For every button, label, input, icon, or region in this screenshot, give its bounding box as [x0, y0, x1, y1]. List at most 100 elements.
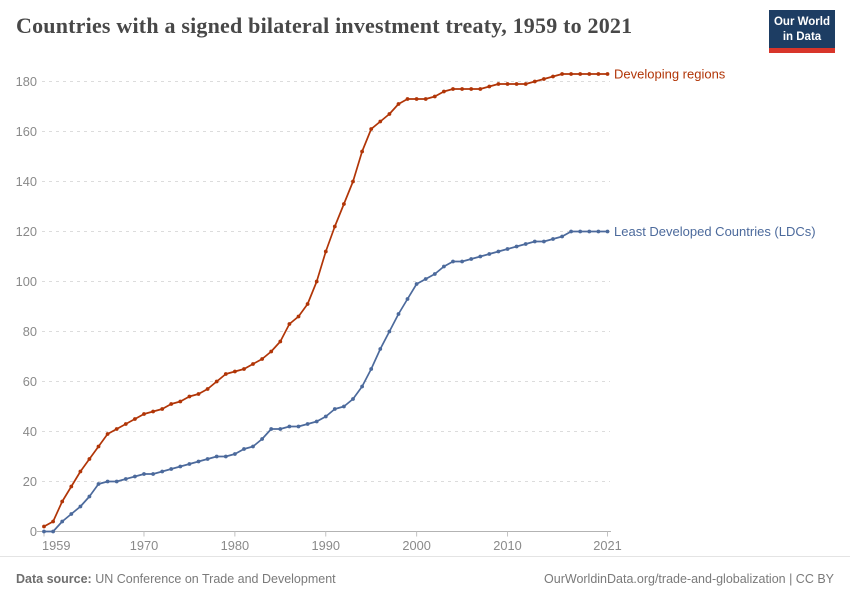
- data-point: [133, 474, 137, 479]
- x-axis-tick-label: 2021: [593, 538, 621, 553]
- data-point: [51, 519, 55, 524]
- data-point: [133, 417, 137, 421]
- data-point: [578, 229, 583, 234]
- data-point: [60, 519, 65, 524]
- data-point: [114, 479, 119, 484]
- data-point: [414, 282, 419, 286]
- data-point: [505, 247, 510, 251]
- data-point: [287, 424, 292, 429]
- data-point: [469, 257, 474, 261]
- y-axis-tick-label: 0: [30, 524, 37, 539]
- x-axis-tick-label: 1959: [42, 538, 70, 553]
- y-axis-tick-label: 20: [23, 474, 37, 489]
- data-point: [205, 387, 210, 391]
- data-point: [151, 472, 156, 476]
- data-point: [596, 72, 601, 76]
- data-point: [196, 392, 201, 396]
- data-point: [332, 224, 337, 229]
- data-point: [178, 399, 183, 404]
- data-point: [278, 427, 283, 431]
- data-point: [242, 447, 246, 451]
- data-point: [187, 462, 192, 466]
- data-point: [496, 82, 501, 86]
- data-point: [378, 347, 383, 351]
- data-point: [596, 229, 601, 234]
- series-label-least-developed-countries-ldcs: Least Developed Countries (LDCs): [614, 224, 816, 239]
- data-point: [478, 87, 483, 91]
- credit-link[interactable]: OurWorldinData.org/trade-and-globalizati…: [544, 571, 834, 586]
- data-point: [251, 444, 255, 449]
- data-point: [587, 72, 592, 76]
- data-point: [160, 469, 165, 474]
- data-point: [451, 87, 455, 91]
- data-point: [51, 529, 55, 534]
- data-point: [551, 237, 555, 241]
- data-point: [223, 372, 228, 376]
- data-point: [432, 272, 437, 276]
- owid-logo[interactable]: Our World in Data: [769, 10, 835, 54]
- data-point: [314, 279, 319, 284]
- data-point: [423, 97, 428, 101]
- data-point: [396, 312, 401, 316]
- data-point: [387, 112, 392, 116]
- data-point: [169, 467, 174, 471]
- data-point: [460, 87, 464, 91]
- data-point: [505, 82, 510, 86]
- data-point: [542, 239, 546, 244]
- data-point: [105, 479, 110, 484]
- data-point: [223, 454, 228, 459]
- x-axis-tick-label: 2000: [402, 538, 430, 553]
- data-point: [560, 234, 564, 239]
- data-point: [442, 264, 446, 269]
- x-axis-tick-label: 1970: [130, 538, 158, 553]
- x-axis: 1959 1970 1980 1990 2000 2010 2021: [37, 531, 622, 553]
- y-gridlines-and-labels: 0 20 40 60 80 100 120 140 160 180: [16, 74, 610, 539]
- data-point: [214, 454, 219, 459]
- data-point: [123, 477, 128, 481]
- y-axis-tick-label: 100: [16, 274, 37, 289]
- page-title: Countries with a signed bilateral invest…: [16, 13, 633, 38]
- data-point: [514, 244, 519, 249]
- data-point: [305, 302, 310, 306]
- data-point: [87, 457, 92, 461]
- data-point: [305, 422, 310, 426]
- data-point: [60, 499, 65, 504]
- data-point: [233, 452, 237, 456]
- owid-logo-line1: Our World: [773, 16, 830, 28]
- data-point: [178, 464, 183, 469]
- data-point: [323, 249, 328, 254]
- data-point: [360, 149, 364, 154]
- data-point: [387, 329, 392, 334]
- data-point: [151, 409, 156, 414]
- series-least-developed-countries-ldcs[interactable]: Least Developed Countries (LDCs): [42, 224, 816, 534]
- data-point: [369, 127, 374, 131]
- y-axis-tick-label: 80: [23, 324, 37, 339]
- series-label-developing-regions: Developing regions: [614, 67, 726, 82]
- data-source-value: UN Conference on Trade and Development: [91, 571, 336, 586]
- data-point: [187, 394, 192, 399]
- data-point: [242, 367, 246, 371]
- line-developing-regions[interactable]: [43, 73, 609, 528]
- data-point: [514, 82, 519, 86]
- y-axis-tick-label: 120: [16, 224, 37, 239]
- data-point: [332, 407, 337, 411]
- data-point: [114, 427, 119, 431]
- data-point: [142, 412, 146, 416]
- data-point: [496, 249, 501, 254]
- data-point: [469, 87, 474, 91]
- data-point: [96, 444, 101, 449]
- data-point: [42, 529, 46, 534]
- data-point: [487, 252, 492, 256]
- data-point: [69, 512, 74, 516]
- data-point: [314, 419, 319, 424]
- data-point: [569, 229, 573, 234]
- x-axis-tick-label: 1990: [312, 538, 340, 553]
- data-source-label: Data source:: [16, 571, 92, 586]
- series-developing-regions[interactable]: Developing regions: [42, 67, 726, 529]
- data-point: [378, 119, 383, 124]
- y-axis-tick-label: 160: [16, 124, 37, 139]
- data-point: [269, 349, 274, 354]
- data-point: [487, 84, 492, 89]
- data-point: [296, 314, 301, 319]
